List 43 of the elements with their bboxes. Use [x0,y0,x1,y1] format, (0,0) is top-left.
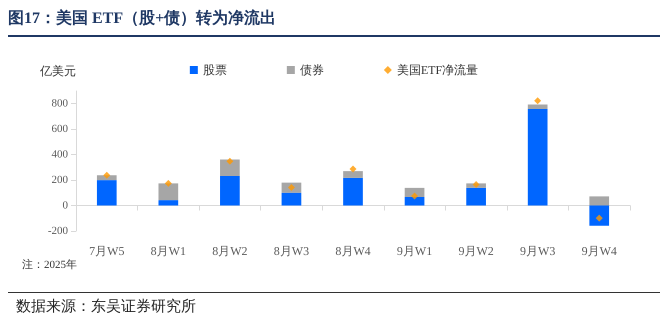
chart-title: 图17：美国 ETF（股+债）转为净流出 [8,8,660,37]
bar [466,188,486,206]
bar [220,159,240,176]
bar [282,192,302,206]
y-tick-label: 0 [62,200,68,212]
y-axis-title: 亿美元 [39,64,76,78]
y-tick-label: -200 [48,225,68,237]
y-tick-label: 400 [52,148,68,161]
x-tick-label: 8月W2 [212,244,248,258]
point [472,181,480,188]
bar [589,206,610,226]
bar [158,183,178,200]
x-tick-label: 9月W4 [582,244,617,258]
x-tick-label: 8月W3 [274,244,310,258]
x-tick-label: 7月W5 [89,244,124,258]
bar [404,197,424,206]
x-tick-label: 8月W1 [150,244,186,258]
bar [528,108,548,206]
y-tick-label: 600 [52,123,68,136]
bar [158,200,178,206]
legend-label: 债券 [300,63,324,77]
point [350,166,356,173]
y-tick-label: 800 [52,98,68,110]
text: 注：2025年 [22,258,78,272]
point [534,97,542,104]
bar [343,178,363,206]
x-tick-label: 9月W3 [520,244,556,258]
bar [220,176,240,206]
point [226,158,234,165]
bar [589,196,610,206]
legend-label: 股票 [202,63,227,77]
y-tick-label: 200 [52,174,68,186]
bar [528,104,548,109]
bar [96,180,117,206]
x-tick-label: 9月W2 [458,244,494,258]
point [164,180,172,187]
point [103,172,110,179]
source-note: 数据来源：东吴证券研究所 [8,292,660,316]
x-tick-label: 8月W4 [335,244,371,258]
bar [404,188,424,198]
x-tick-label: 9月W1 [396,244,432,258]
legend-label: 美国ETF净流量 [396,63,478,77]
bar [343,171,363,178]
